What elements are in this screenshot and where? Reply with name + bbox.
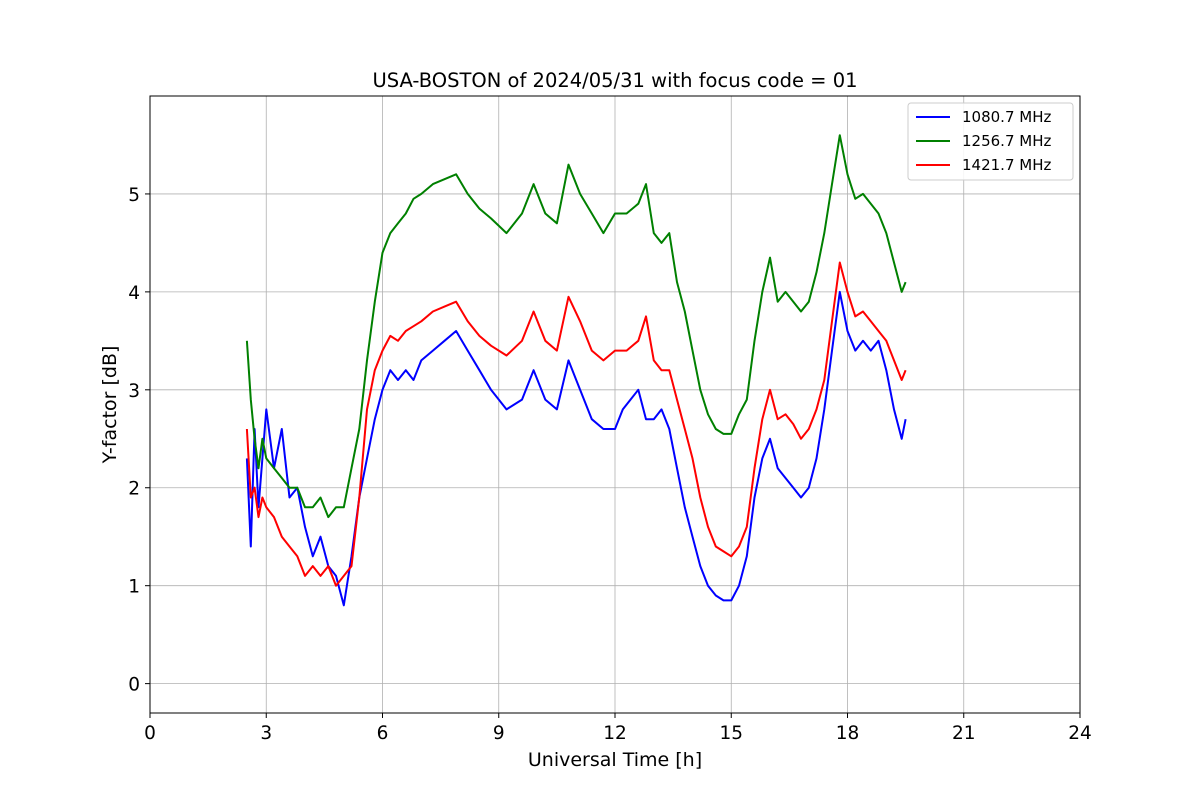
x-tick-label: 18: [836, 723, 860, 744]
x-tick-label: 6: [377, 723, 389, 744]
x-tick-label: 21: [952, 723, 976, 744]
y-tick-label: 4: [128, 283, 140, 304]
y-axis: 0 1 2 3 4 5: [128, 185, 150, 696]
x-tick-label: 24: [1068, 723, 1092, 744]
chart-title: USA-BOSTON of 2024/05/31 with focus code…: [372, 69, 857, 92]
x-tick-label: 0: [144, 723, 156, 744]
x-tick-label: 15: [719, 723, 743, 744]
series-line-1256-7-mhz: [245, 134, 907, 519]
plot-area: [245, 134, 907, 607]
y-tick-label: 3: [128, 381, 140, 402]
x-tick-label: 9: [493, 723, 505, 744]
x-tick-label: 3: [260, 723, 272, 744]
legend-label: 1080.7 MHz: [962, 108, 1051, 126]
y-tick-label: 2: [128, 479, 140, 500]
x-axis: 0 3 6 9 12 15 18 21 24: [144, 713, 1092, 744]
y-tick-label: 5: [128, 185, 140, 206]
legend-box: [907, 102, 1074, 181]
series-line-1421-7-mhz: [245, 261, 907, 587]
x-axis-label: Universal Time [h]: [528, 749, 702, 771]
y-tick-label: 0: [128, 675, 140, 696]
legend: 1080.7 MHz 1256.7 MHz 1421.7 MHz: [907, 102, 1074, 181]
y-axis-label: Y-factor [dB]: [99, 346, 121, 465]
series-line-1080-7-mhz: [245, 290, 907, 607]
legend-label: 1256.7 MHz: [962, 132, 1051, 150]
legend-label: 1421.7 MHz: [962, 156, 1051, 174]
y-tick-label: 1: [128, 577, 140, 598]
x-tick-label: 12: [603, 723, 627, 744]
grid: [149, 96, 1081, 713]
